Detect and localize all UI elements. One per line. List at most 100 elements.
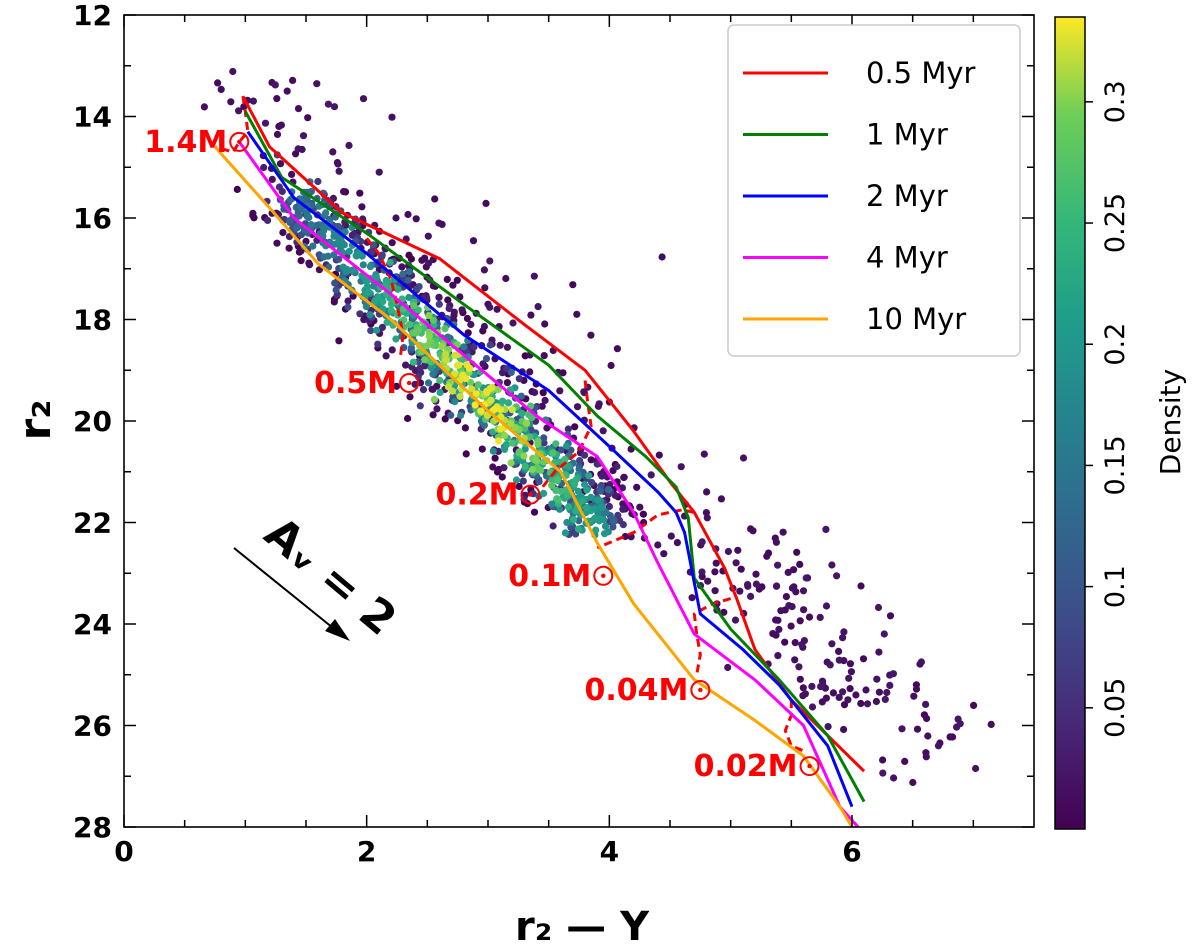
scatter-point: [775, 625, 783, 634]
scatter-point: [378, 323, 386, 331]
scatter-point: [901, 757, 909, 766]
scatter-point: [610, 518, 618, 526]
scatter-point: [717, 495, 726, 503]
scatter-point: [344, 303, 352, 311]
scatter-point: [425, 312, 433, 320]
scatter-point: [398, 263, 406, 271]
scatter-point: [924, 732, 932, 740]
scatter-point: [429, 385, 437, 393]
scatter-point: [424, 379, 433, 387]
scatter-point: [531, 388, 539, 397]
scatter-point: [306, 261, 314, 269]
scatter-point: [835, 656, 843, 664]
scatter-point: [273, 239, 281, 247]
scatter-point: [379, 298, 387, 306]
scatter-point: [852, 691, 860, 699]
mass-label: 0.2M: [435, 478, 518, 513]
scatter-point: [857, 582, 865, 590]
scatter-point: [415, 283, 423, 291]
scatter-point: [526, 368, 534, 376]
legend-entry: 1 Myr: [866, 118, 948, 152]
scatter-point: [519, 477, 527, 485]
scatter-point: [711, 587, 719, 595]
scatter-point: [538, 402, 546, 410]
scatter-point: [501, 431, 509, 440]
scatter-point: [698, 538, 706, 546]
scatter-point: [912, 685, 921, 693]
scatter-point: [737, 565, 745, 573]
scatter-point: [479, 360, 487, 368]
scatter-point: [801, 690, 810, 698]
colorbar: 0.05 0.1 0.15 0.2 0.25 0.3 Density: [1054, 16, 1187, 830]
scatter-point: [275, 183, 283, 191]
scatter-point: [404, 210, 412, 219]
scatter-point: [824, 723, 832, 731]
scatter-point: [276, 160, 285, 168]
scatter-point: [309, 242, 317, 250]
scatter-point: [571, 423, 579, 431]
scatter-point: [489, 447, 497, 455]
scatter-point: [787, 622, 795, 630]
scatter-point: [356, 310, 364, 318]
scatter-point: [358, 203, 366, 211]
scatter-point: [540, 489, 548, 497]
scatter-point: [405, 251, 413, 259]
scatter-point: [956, 720, 964, 728]
scatter-point: [356, 250, 364, 258]
isochrone-line: [246, 130, 854, 808]
scatter-point: [227, 98, 235, 106]
scatter-point: [790, 566, 798, 574]
x-tick-label: 2: [357, 835, 376, 868]
scatter-point: [796, 617, 804, 625]
mass-marker: [520, 484, 541, 505]
scatter-point: [796, 675, 804, 683]
mass-label: 0.04M: [584, 673, 688, 708]
scatter-point: [508, 439, 517, 447]
scatter-point: [508, 406, 516, 414]
scatter-point: [483, 387, 491, 395]
scatter-point: [406, 393, 414, 401]
scatter-point: [846, 660, 855, 668]
scatter-point: [503, 379, 511, 387]
scatter-point: [540, 352, 548, 360]
scatter-point: [404, 276, 412, 284]
scatter-point: [633, 483, 641, 491]
scatter-point: [788, 603, 796, 611]
scatter-point: [297, 257, 305, 265]
scatter-point: [409, 358, 417, 366]
scatter-point: [497, 406, 505, 414]
scatter-point: [774, 561, 782, 569]
scatter-point: [217, 85, 225, 93]
scatter-point: [472, 390, 480, 398]
mass-track-line: [214, 95, 250, 154]
scatter-point: [367, 327, 375, 335]
scatter-point: [583, 486, 591, 494]
scatter-point: [530, 508, 539, 516]
scatter-point: [873, 675, 881, 683]
scatter-point: [517, 392, 525, 400]
scatter-point: [777, 607, 785, 615]
scatter-point: [581, 451, 589, 459]
scatter-point: [799, 684, 807, 692]
scatter-point: [587, 493, 595, 501]
mass-track-line: [783, 700, 805, 753]
scatter-point: [264, 216, 272, 224]
scatter-point: [613, 345, 622, 353]
scatter-point: [451, 398, 459, 406]
scatter-point: [471, 401, 479, 409]
scatter-point: [368, 248, 376, 256]
scatter-point: [828, 640, 836, 648]
scatter-point: [752, 570, 760, 578]
scatter-point: [406, 320, 414, 329]
scatter-point: [383, 318, 391, 326]
scatter-point: [587, 331, 595, 339]
scatter-point: [360, 316, 368, 324]
scatter-point: [949, 733, 957, 741]
scatter-point: [491, 405, 499, 413]
extinction-vector: Aᵥ = 2: [233, 507, 406, 646]
scatter-point: [553, 476, 562, 484]
scatter-point: [405, 268, 413, 276]
scatter-point: [515, 482, 523, 491]
scatter-point: [734, 546, 742, 554]
scatter-point: [449, 281, 457, 289]
